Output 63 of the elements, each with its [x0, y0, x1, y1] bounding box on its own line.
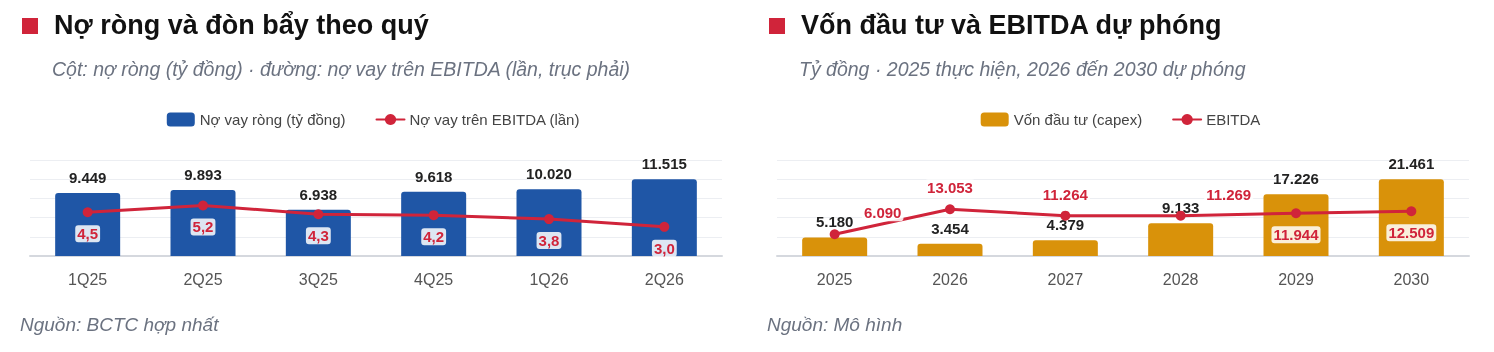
- data-label: 9.133: [1161, 199, 1200, 217]
- data-label: 11.264: [1042, 185, 1089, 203]
- data-label: 10.020: [526, 165, 572, 183]
- point: [544, 214, 554, 225]
- data-label: 13.053: [927, 179, 973, 197]
- data-label: 3.454: [931, 219, 970, 237]
- point: [198, 200, 208, 211]
- bar: [917, 243, 983, 256]
- data-label: 9.893: [184, 166, 222, 184]
- point: [1406, 206, 1417, 217]
- x-tick-label: 2Q25: [183, 270, 223, 288]
- data-label: 5,2: [192, 218, 214, 236]
- bar: [1032, 240, 1098, 256]
- x-tick-label: 1Q26: [529, 270, 569, 288]
- data-label: 6.938: [299, 185, 338, 203]
- data-label: 17.226: [1273, 170, 1319, 188]
- x-tick-label: 2027: [1047, 270, 1084, 288]
- data-label: 12.509: [1388, 224, 1435, 242]
- text: Nguồn: Mô hình: [767, 314, 903, 336]
- data-label: 4,3: [307, 227, 329, 245]
- data-label: 9.618: [414, 167, 453, 185]
- point: [1060, 210, 1071, 221]
- chart-subtitle: Tỷ đồng · 2025 thực hiện, 2026 đến 2030 dự phóng: [799, 58, 1246, 81]
- x-tick-label: 2026: [932, 270, 968, 288]
- x-tick-label: 2028: [1162, 270, 1199, 288]
- data-label: 4.379: [1046, 216, 1085, 234]
- chart-subtitle: Cột: nợ ròng (tỷ đồng) · đường: nợ vay trên EBITDA (lần, trục phải): [52, 58, 631, 81]
- x-tick-label: 2029: [1278, 270, 1314, 288]
- point: [1291, 208, 1301, 219]
- chart-title: Vốn đầu tư và EBITDA dự phóng: [801, 10, 1222, 41]
- chart-title: Nợ ròng và đòn bẩy theo quý: [54, 10, 429, 41]
- point: [428, 210, 439, 221]
- data-label: 3,0: [653, 239, 675, 257]
- legend-label: Nợ vay trên EBITDA (lần): [409, 111, 580, 128]
- point: [659, 221, 670, 232]
- point: [82, 207, 93, 218]
- text: Nguồn: BCTC hợp nhất: [20, 314, 219, 336]
- bar: [802, 237, 868, 256]
- data-label: 5.180: [815, 213, 854, 231]
- data-label: 11.515: [641, 155, 687, 173]
- x-tick-label: 2030: [1393, 270, 1430, 288]
- legend-label: Nợ vay ròng (tỷ đồng): [199, 111, 346, 128]
- legend-label: EBITDA: [1206, 111, 1261, 128]
- data-label: 4,5: [77, 225, 99, 243]
- x-tick-label: 1Q25: [68, 270, 108, 288]
- bar: [1148, 223, 1214, 256]
- x-tick-label: 3Q25: [298, 270, 339, 288]
- data-label: 11.944: [1273, 226, 1320, 244]
- point: [829, 229, 840, 240]
- x-tick-label: 2Q26: [644, 270, 685, 288]
- data-label: 21.461: [1388, 155, 1435, 173]
- data-label: 11.269: [1206, 185, 1252, 203]
- point: [313, 209, 324, 220]
- data-label: 6.090: [863, 204, 902, 222]
- data-label: 9.449: [68, 168, 107, 186]
- legend-label: Vốn đầu tư (capex): [1013, 111, 1143, 128]
- x-tick-label: 2025: [816, 270, 853, 288]
- bar: [631, 179, 697, 256]
- data-label: 4,2: [423, 228, 445, 246]
- point: [945, 204, 955, 215]
- x-tick-label: 4Q25: [414, 270, 454, 288]
- data-label: 3,8: [538, 232, 560, 250]
- bar: [55, 192, 121, 256]
